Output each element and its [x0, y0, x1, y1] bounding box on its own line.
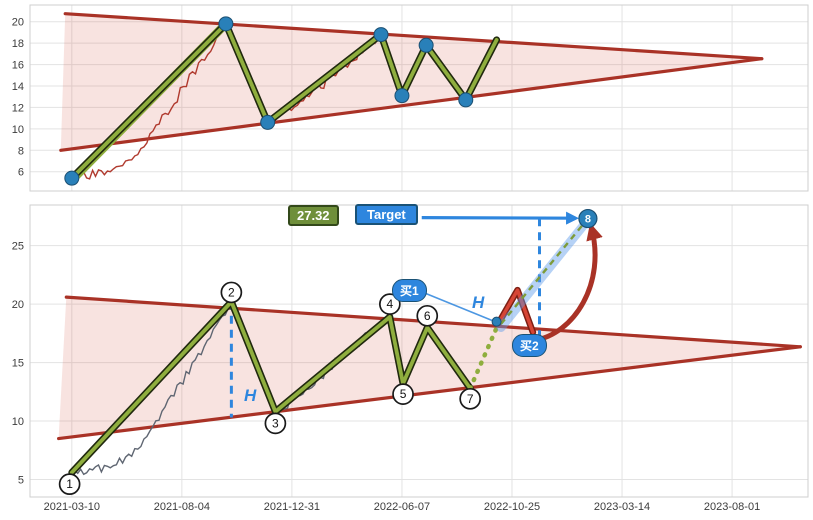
number-circle-label: 4 [386, 297, 393, 311]
x-tick-label: 2023-03-14 [594, 501, 650, 513]
x-tick-label: 2022-06-07 [374, 501, 430, 513]
pivot-dot [394, 88, 410, 104]
x-tick-label: 2023-08-01 [704, 501, 760, 513]
number-circle-label: 2 [228, 285, 235, 299]
y-tick-label: 10 [12, 124, 24, 136]
y-tick-label: 20 [12, 17, 24, 29]
breakout-arrow [533, 222, 603, 343]
trend-line-lower [57, 345, 802, 441]
y-tick-label: 14 [12, 81, 24, 93]
y-tick-label: 16 [12, 60, 24, 72]
breakout-dot [491, 316, 502, 327]
y-tick-label: 12 [12, 102, 24, 114]
trend-line-upper [63, 12, 764, 61]
projection-band-dash [500, 217, 589, 325]
panel-border [29, 4, 809, 192]
number-circle [459, 387, 482, 410]
number-circle-label: 1 [66, 477, 73, 491]
point8-dot [578, 208, 598, 229]
number-circle [264, 412, 287, 435]
x-tick-label: 2022-10-25 [484, 501, 540, 513]
x-tick-label: 2021-08-04 [154, 501, 210, 513]
zigzag-line [69, 21, 499, 181]
pivot-dot [64, 170, 80, 186]
number-circle [392, 383, 414, 405]
y-tick-label: 10 [12, 416, 24, 428]
y-tick-label: 6 [18, 167, 24, 179]
number-circle-label: 6 [424, 309, 431, 323]
number-circle-label: 3 [272, 416, 279, 430]
panel-border [29, 204, 809, 498]
y-tick-label: 18 [12, 38, 24, 50]
y-tick-label: 15 [12, 358, 24, 370]
pivot-dot [418, 37, 434, 53]
zigzag-projection-dotted [467, 320, 502, 391]
y-tick-label: 8 [18, 145, 24, 157]
number-circle-label: 5 [400, 387, 407, 401]
point8-label: 8 [585, 214, 591, 226]
y-tick-label: 25 [12, 241, 24, 253]
buy1-pointer-line [425, 292, 493, 322]
pivot-dot [373, 27, 389, 43]
y-tick-label: 5 [18, 474, 24, 486]
target-arrow [421, 211, 580, 225]
pivot-dot [458, 92, 474, 108]
pivot-dot [218, 16, 234, 32]
pivot-dot [260, 114, 276, 130]
x-tick-label: 2021-03-10 [44, 501, 100, 513]
x-tick-label: 2021-12-31 [264, 501, 320, 513]
trend-line-lower [59, 57, 764, 152]
number-circle-label: 7 [467, 392, 474, 406]
number-circle [220, 281, 243, 304]
number-circle [416, 304, 439, 327]
number-circle [58, 473, 81, 495]
panel-top: 6 8 10 12 14 16 18 20 [12, 4, 809, 192]
projection-red-line [497, 288, 535, 334]
y-tick-label: 20 [12, 299, 24, 311]
